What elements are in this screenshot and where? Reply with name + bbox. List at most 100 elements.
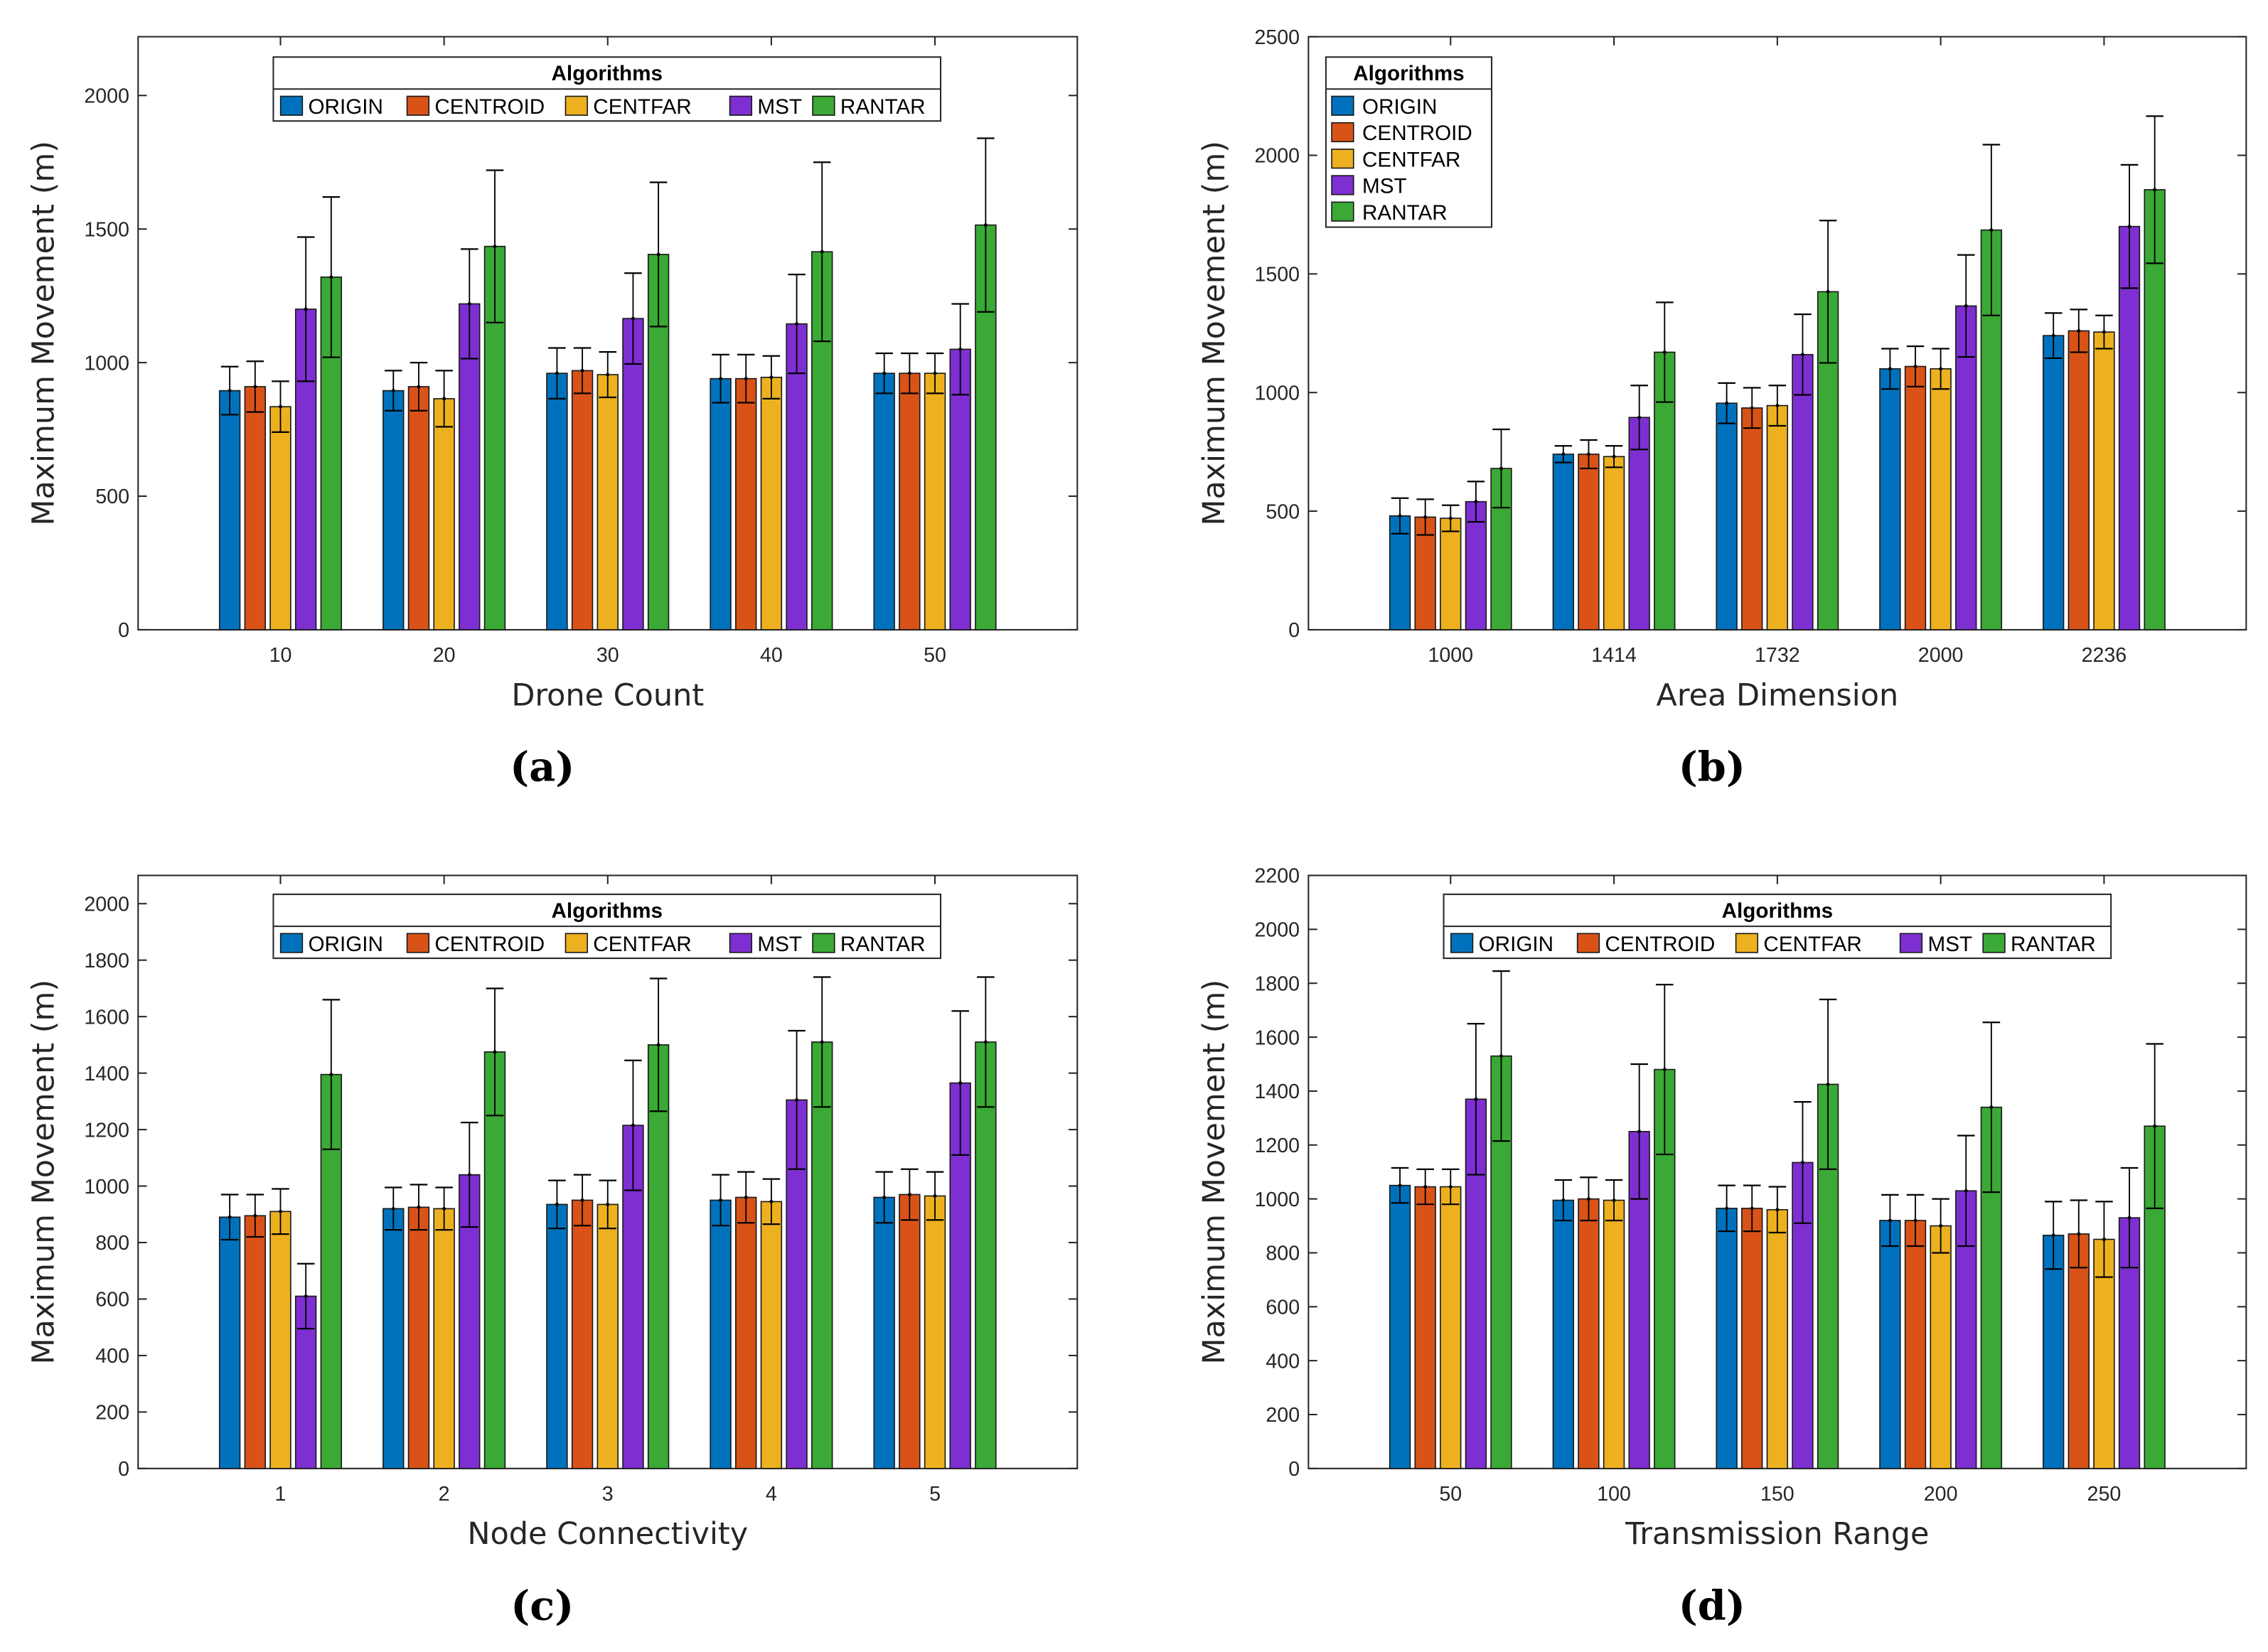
mean-marker: [1725, 1206, 1729, 1211]
legend-swatch-rantar: [812, 933, 835, 953]
mean-marker: [1637, 415, 1642, 419]
panel-label: (d): [1679, 1582, 1745, 1630]
mean-marker: [606, 372, 610, 377]
mean-marker: [391, 1206, 395, 1211]
bar-centroid: [899, 1194, 921, 1469]
bar-mst: [2118, 225, 2141, 631]
y-tick-label: 1500: [84, 218, 129, 241]
mean-marker: [1964, 304, 1968, 308]
x-tick-label: 1000: [1428, 644, 1473, 667]
legend-swatch-origin: [279, 95, 304, 116]
y-tick-label: 2500: [1254, 26, 1300, 49]
legend-swatch-centroid: [1331, 122, 1354, 143]
mean-marker: [2077, 1232, 2081, 1236]
legend-swatch-centfar: [565, 933, 588, 953]
legend-item-centfar: CENTFAR: [593, 95, 691, 119]
mean-marker: [228, 1215, 232, 1219]
mean-marker: [1398, 514, 1402, 518]
mean-marker: [580, 368, 584, 372]
legend-swatch-centfar: [1735, 933, 1759, 953]
bar-centfar: [924, 1195, 946, 1469]
bar-origin: [218, 1216, 241, 1469]
bar-centfar: [433, 398, 455, 631]
mean-marker: [329, 275, 333, 279]
legend-swatch-rantar: [1331, 201, 1354, 222]
mean-marker: [1662, 1068, 1667, 1072]
x-tick-label: 4: [766, 1483, 777, 1506]
mean-marker: [2153, 1124, 2157, 1128]
legend-item-centroid: CENTROID: [1605, 933, 1716, 956]
mean-marker: [555, 371, 559, 375]
x-tick-label: 50: [1439, 1483, 1462, 1506]
y-tick-label: 1800: [84, 950, 129, 972]
mean-marker: [631, 1123, 635, 1127]
mean-marker: [820, 1040, 824, 1044]
bar-origin: [1716, 1208, 1738, 1469]
legend-item-rantar: RANTAR: [840, 933, 926, 956]
bar-centfar: [1766, 1208, 1789, 1469]
y-tick-label: 400: [95, 1345, 129, 1368]
x-tick-label: 30: [597, 644, 619, 667]
legend-swatch-centroid: [1576, 933, 1600, 953]
mean-marker: [795, 1098, 799, 1102]
legend-item-centroid: CENTROID: [1362, 122, 1472, 145]
mean-marker: [882, 371, 887, 375]
mean-marker: [1801, 353, 1804, 357]
legend-item-rantar: RANTAR: [840, 95, 926, 119]
bar-mst: [1955, 305, 1977, 631]
mean-marker: [1474, 1097, 1478, 1101]
y-tick-label: 1000: [1254, 1189, 1300, 1211]
bar-centfar: [1603, 1199, 1625, 1469]
x-tick-label: 2236: [2082, 644, 2127, 667]
bar-centroid: [899, 372, 921, 631]
mean-marker: [656, 252, 660, 257]
mean-marker: [1587, 1197, 1590, 1201]
panel-label: (b): [1679, 743, 1745, 791]
legend-swatch-origin: [279, 933, 304, 953]
legend-item-origin: ORIGIN: [1362, 95, 1437, 119]
mean-marker: [1398, 1184, 1402, 1188]
mean-marker: [417, 385, 421, 389]
mean-marker: [744, 377, 748, 381]
legend-item-centroid: CENTROID: [434, 95, 545, 119]
legend-swatch-centfar: [565, 95, 588, 116]
x-tick-label: 200: [1924, 1483, 1958, 1506]
x-axis-label: Node Connectivity: [467, 1516, 748, 1552]
y-tick-label: 800: [95, 1232, 129, 1255]
bar-centroid: [1578, 454, 1600, 631]
y-axis-label: Maximum Movement (m): [26, 141, 62, 526]
mean-marker: [467, 1173, 471, 1177]
y-tick-label: 2000: [1254, 919, 1300, 942]
y-axis-label: Maximum Movement (m): [1197, 141, 1232, 526]
mean-marker: [882, 1195, 887, 1199]
mean-marker: [580, 1198, 584, 1202]
mean-marker: [1775, 1208, 1780, 1212]
y-tick-label: 1000: [84, 1176, 129, 1198]
bar-rantar: [811, 1041, 833, 1469]
mean-marker: [1913, 365, 1917, 368]
y-tick-label: 2000: [84, 893, 129, 916]
y-tick-label: 500: [95, 486, 129, 508]
legend-item-centroid: CENTROID: [434, 933, 545, 956]
bar-centroid: [407, 386, 430, 631]
bar-origin: [1552, 454, 1575, 631]
mean-marker: [417, 1205, 421, 1209]
bar-rantar: [975, 1041, 997, 1469]
bar-centfar: [269, 1211, 291, 1469]
mean-marker: [631, 316, 635, 321]
mean-marker: [442, 1206, 446, 1211]
legend-swatch-mst: [729, 95, 753, 116]
mean-marker: [958, 1081, 963, 1085]
bar-centroid: [244, 1215, 267, 1469]
mean-marker: [1750, 1206, 1754, 1211]
bar-centfar: [1440, 1186, 1462, 1469]
bar-origin: [873, 372, 895, 631]
legend-item-centfar: CENTFAR: [1763, 933, 1861, 956]
bar-origin: [1389, 515, 1411, 631]
bar-centfar: [597, 1203, 619, 1469]
legend-title: Algorithms: [552, 62, 663, 85]
x-axis-label: Drone Count: [511, 677, 704, 713]
bar-origin: [1879, 1220, 1901, 1469]
mean-marker: [958, 347, 963, 351]
